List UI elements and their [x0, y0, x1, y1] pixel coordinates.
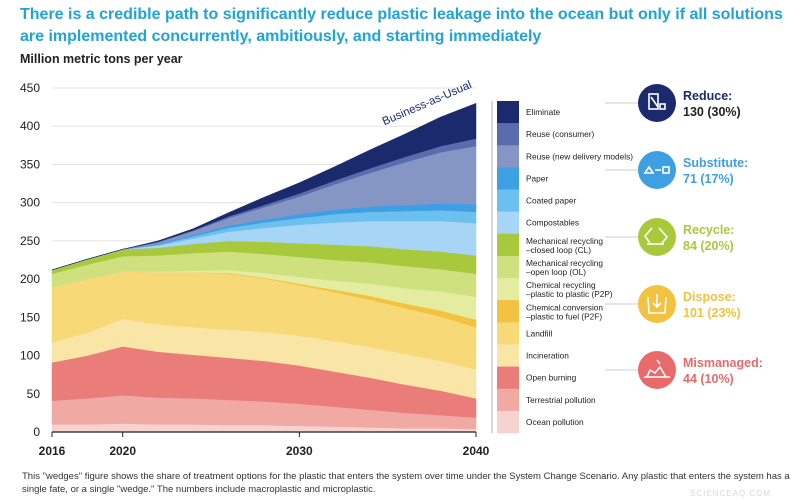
legend-label: Open burning — [526, 373, 577, 383]
x-tick-label: 2030 — [286, 444, 313, 458]
chart-title: There is a credible path to significantl… — [20, 6, 783, 45]
legend-swatch — [497, 189, 519, 212]
legend-label: Reuse (consumer) — [526, 129, 594, 139]
legend-swatch — [497, 344, 519, 367]
legend-label: Chemical conversion –plastic to fuel (P2F… — [526, 302, 603, 321]
x-tick-label: 2016 — [39, 444, 66, 458]
y-tick-label: 400 — [20, 119, 40, 133]
legend-label: Coated paper — [526, 196, 577, 206]
legend-label: Reuse (new delivery models) — [526, 151, 633, 161]
recycle-icon — [638, 218, 676, 256]
legend-swatch — [497, 322, 519, 345]
legend-label: Landfill — [526, 328, 552, 338]
legend-label: Mechanical recycling –closed loop (CL) — [526, 236, 603, 255]
reduce-icon-glyph — [648, 93, 666, 110]
legend-label: Terrestrial pollution — [526, 395, 596, 405]
category-value: 71 (17%) — [683, 172, 734, 186]
y-axis: 0 50 100 150 200 250 300 350 400 450 — [20, 81, 40, 439]
legend-label: Paper — [526, 173, 548, 183]
mismanaged-icon-glyph — [644, 359, 670, 378]
legend-swatch — [497, 366, 519, 390]
y-axis-label: Million metric tons per year — [20, 52, 183, 66]
category-title: Mismanaged: — [683, 356, 763, 370]
dispose-icon-glyph — [647, 294, 667, 314]
y-tick-label: 0 — [33, 425, 40, 439]
category-summary: Reduce: 130 (30%) Substitute: 71 (17%) Recyc… — [605, 84, 763, 389]
figure-caption: This "wedges" figure shows the share of … — [22, 471, 790, 495]
category-title: Dispose: — [683, 290, 736, 304]
y-tick-label: 450 — [20, 81, 40, 95]
legend-label: Compostables — [526, 218, 579, 228]
category-value: 84 (20%) — [683, 239, 734, 253]
category-title: Substitute: — [683, 156, 748, 170]
y-tick-label: 250 — [20, 234, 40, 248]
legend-swatch — [497, 145, 519, 168]
category-title: Reduce: — [683, 89, 732, 103]
legend-swatch — [497, 101, 519, 124]
x-axis: 2016 2020 2030 2040 — [39, 431, 490, 458]
reduce-icon — [638, 84, 676, 122]
y-tick-label: 200 — [20, 272, 40, 286]
y-tick-label: 100 — [20, 349, 40, 363]
y-tick-label: 50 — [27, 387, 41, 401]
legend-swatch — [497, 255, 519, 279]
legend-swatch — [497, 233, 519, 257]
y-tick-label: 300 — [20, 196, 40, 210]
area-eliminate — [51, 102, 477, 271]
recycle-icon-glyph — [643, 227, 669, 245]
area-series — [51, 102, 477, 433]
legend-swatch — [497, 211, 519, 235]
category-value: 44 (10%) — [683, 372, 734, 386]
legend: Eliminate Reuse (consumer) Reuse (new deli… — [491, 101, 633, 434]
legend-swatch — [497, 167, 519, 190]
legend-swatch — [497, 123, 519, 146]
legend-swatch — [497, 300, 519, 323]
legend-label: Mechanical recycling –open loop (OL) — [526, 258, 603, 277]
legend-swatch — [497, 278, 519, 301]
category-value: 130 (30%) — [683, 105, 741, 119]
x-tick-label: 2020 — [109, 444, 136, 458]
legend-swatch — [497, 410, 519, 434]
wedges-chart: 0 50 100 150 200 250 300 350 400 450 2016 2020 2030… — [20, 79, 763, 458]
legend-label: Incineration — [526, 351, 569, 361]
substitute-icon-glyph — [643, 165, 670, 174]
legend-label: Eliminate — [526, 107, 561, 117]
legend-label: Chemical recycling –plastic to plastic (P… — [526, 280, 613, 299]
category-value: 101 (23%) — [683, 306, 741, 320]
y-tick-label: 150 — [20, 310, 40, 324]
legend-swatch — [497, 388, 519, 412]
x-tick-label: 2040 — [463, 444, 490, 458]
category-title: Recycle: — [683, 223, 734, 237]
watermark: SCIENCEAQ.COM — [690, 489, 772, 498]
y-tick-label: 350 — [20, 157, 40, 171]
legend-label: Ocean pollution — [526, 417, 584, 427]
